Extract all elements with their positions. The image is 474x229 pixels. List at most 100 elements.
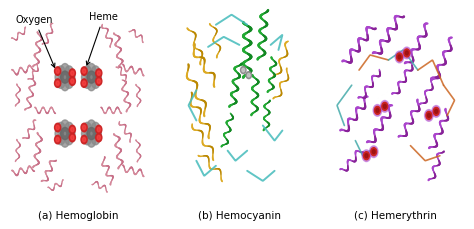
Text: (b) Hemocyanin: (b) Hemocyanin [198, 211, 281, 221]
Circle shape [82, 137, 86, 142]
Circle shape [374, 106, 380, 114]
Circle shape [82, 128, 90, 139]
Circle shape [69, 133, 75, 142]
Circle shape [246, 72, 252, 79]
Circle shape [55, 72, 63, 83]
Circle shape [433, 107, 439, 115]
Circle shape [96, 69, 102, 77]
Circle shape [71, 127, 74, 132]
Circle shape [428, 113, 430, 117]
Circle shape [91, 66, 100, 77]
Circle shape [82, 81, 86, 85]
Circle shape [381, 101, 389, 112]
Circle shape [65, 134, 73, 145]
Circle shape [56, 137, 59, 142]
Circle shape [91, 122, 100, 134]
Circle shape [397, 53, 402, 61]
Circle shape [71, 71, 74, 75]
Circle shape [371, 148, 377, 156]
Circle shape [370, 146, 378, 158]
Circle shape [83, 66, 91, 77]
Circle shape [83, 134, 91, 145]
Circle shape [55, 79, 61, 87]
Circle shape [82, 69, 86, 73]
Text: (a) Hemoglobin: (a) Hemoglobin [38, 211, 118, 221]
Circle shape [97, 71, 100, 75]
Circle shape [383, 104, 386, 108]
Circle shape [97, 127, 100, 132]
Circle shape [398, 55, 401, 59]
Circle shape [97, 79, 100, 83]
Text: Heme: Heme [86, 12, 118, 65]
Circle shape [435, 109, 438, 113]
Circle shape [57, 77, 65, 88]
Circle shape [405, 51, 408, 55]
Circle shape [65, 122, 73, 134]
Circle shape [87, 80, 95, 91]
Circle shape [365, 154, 368, 158]
Circle shape [67, 72, 75, 83]
Circle shape [61, 128, 69, 140]
Circle shape [242, 68, 245, 72]
Circle shape [81, 79, 87, 87]
Circle shape [55, 67, 61, 75]
Circle shape [65, 66, 73, 77]
Circle shape [65, 77, 73, 88]
Circle shape [55, 123, 61, 132]
Circle shape [364, 152, 369, 160]
Circle shape [83, 77, 91, 88]
Circle shape [81, 123, 87, 132]
Circle shape [56, 125, 59, 130]
Circle shape [57, 122, 65, 134]
Circle shape [432, 106, 440, 117]
Text: (c) Hemerythrin: (c) Hemerythrin [355, 211, 437, 221]
Circle shape [55, 135, 61, 144]
Circle shape [96, 133, 102, 142]
Circle shape [425, 109, 433, 121]
Circle shape [57, 134, 65, 145]
Circle shape [87, 128, 96, 140]
Circle shape [362, 150, 371, 162]
Circle shape [83, 122, 91, 134]
Circle shape [376, 108, 379, 112]
Circle shape [426, 111, 432, 120]
Circle shape [69, 69, 75, 77]
Circle shape [382, 102, 388, 110]
Circle shape [61, 71, 69, 83]
Circle shape [373, 104, 382, 116]
Circle shape [93, 128, 101, 139]
Circle shape [96, 125, 102, 134]
Circle shape [87, 120, 95, 131]
Circle shape [91, 134, 100, 145]
Circle shape [247, 73, 250, 77]
Circle shape [91, 77, 100, 88]
Circle shape [69, 77, 75, 85]
Circle shape [55, 128, 63, 139]
Circle shape [240, 67, 246, 74]
Circle shape [56, 81, 59, 85]
Circle shape [81, 135, 87, 144]
Circle shape [395, 51, 404, 63]
Circle shape [56, 69, 59, 73]
Circle shape [404, 49, 410, 57]
Circle shape [61, 136, 69, 147]
Circle shape [61, 63, 69, 75]
Circle shape [82, 125, 86, 130]
Circle shape [81, 67, 87, 75]
Circle shape [87, 63, 95, 75]
Circle shape [87, 71, 96, 83]
Circle shape [372, 150, 375, 154]
Circle shape [97, 135, 100, 140]
Circle shape [402, 47, 411, 59]
Text: Oxygen: Oxygen [16, 15, 55, 67]
Circle shape [67, 128, 75, 139]
Circle shape [61, 80, 69, 91]
Circle shape [82, 72, 90, 83]
Circle shape [57, 66, 65, 77]
Circle shape [71, 135, 74, 140]
Circle shape [93, 72, 101, 83]
Circle shape [61, 120, 69, 131]
Circle shape [96, 77, 102, 85]
Circle shape [69, 125, 75, 134]
Circle shape [87, 136, 95, 147]
